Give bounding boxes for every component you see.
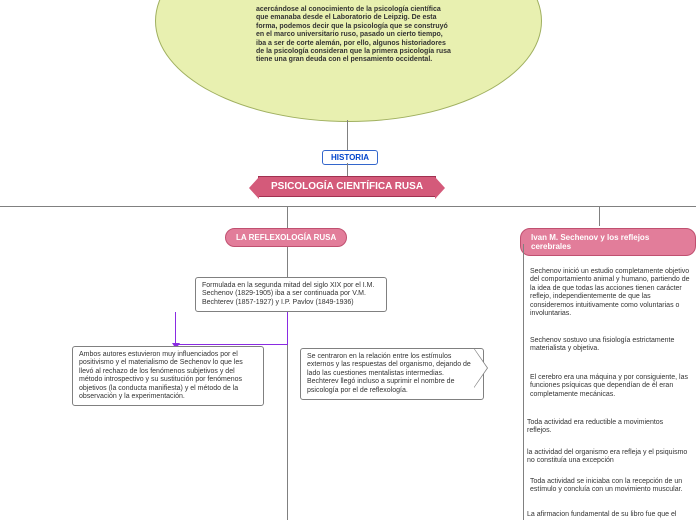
purple-connector (175, 312, 288, 345)
note-sechenov-estudio: Sechenov inició un estudio completamente… (530, 268, 696, 318)
box-ambos-autores: Ambos autores estuvieron muy influenciad… (72, 346, 264, 406)
historia-tag: HISTORIA (322, 150, 378, 165)
purple-connector (287, 312, 288, 344)
connector-line (347, 163, 348, 176)
intro-text: acercándose al conocimiento de la psicol… (256, 6, 451, 65)
note-actividad-reflejos: Toda actividad era reductible a movimien… (527, 419, 667, 436)
box-arrow-icon (474, 348, 488, 388)
note-estimulo-movimiento: Toda actividad se iniciaba con la recepc… (530, 478, 696, 495)
right-col-line (523, 244, 524, 520)
connector-line (347, 120, 348, 150)
subtopic-sechenov: Ivan M. Sechenov y los reflejos cerebral… (520, 228, 696, 256)
branch-line (599, 206, 600, 226)
box-formulada: Formulada en la segunda mitad del siglo … (195, 277, 387, 312)
branch-line (0, 206, 696, 207)
main-title: PSICOLOGÍA CIENTÍFICA RUSA (258, 176, 436, 197)
note-afirmacion-libro: La afirmacion fundamental de su libro fu… (527, 511, 696, 519)
branch-line (287, 206, 288, 520)
note-cerebro-maquina: El cerebro era una máquina y por consigu… (530, 374, 696, 399)
note-fisiologia: Sechenov sostuvo una fisiología estricta… (530, 337, 690, 354)
box-se-centraron: Se centraron en la relación entre los es… (300, 348, 484, 400)
subtopic-reflexologia: LA REFLEXOLOGÍA RUSA (225, 228, 347, 247)
note-actividad-organismo: la actividad del organismo era refleja y… (527, 449, 696, 466)
intro-bubble: acercándose al conocimiento de la psicol… (155, 0, 542, 122)
